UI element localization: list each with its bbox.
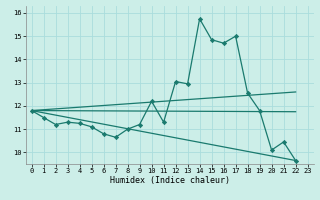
X-axis label: Humidex (Indice chaleur): Humidex (Indice chaleur) bbox=[109, 176, 230, 185]
